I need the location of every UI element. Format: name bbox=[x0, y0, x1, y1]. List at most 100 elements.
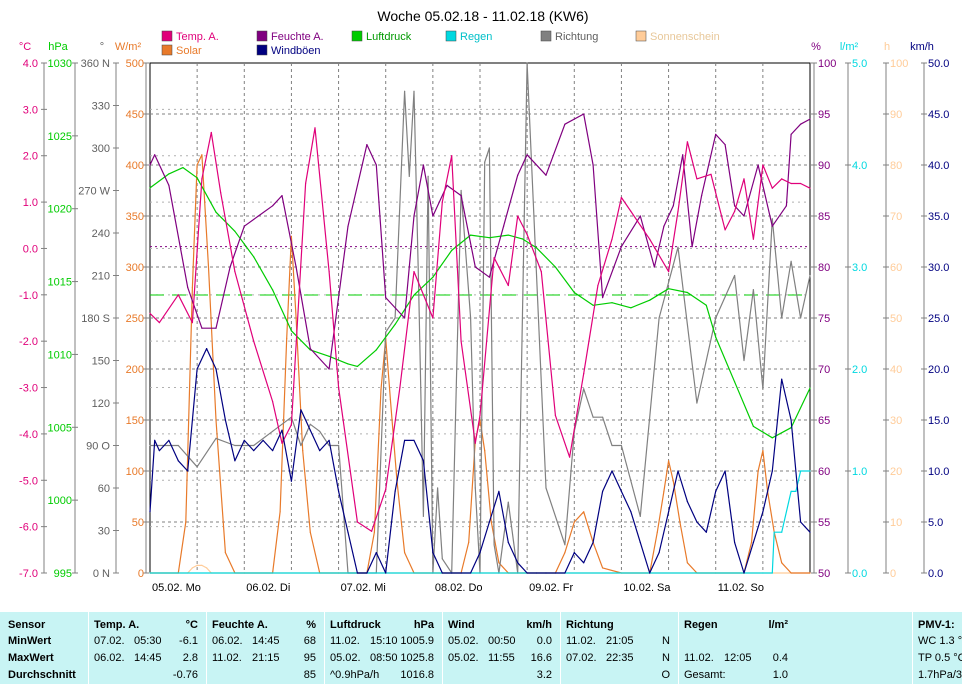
humidity-tick-label: 60 bbox=[818, 466, 830, 478]
column-separator bbox=[88, 612, 89, 684]
data-point bbox=[649, 572, 651, 574]
wind-tick-label: 30.0 bbox=[928, 262, 949, 274]
data-point bbox=[182, 167, 184, 169]
data-point bbox=[705, 531, 707, 533]
data-point bbox=[790, 490, 792, 492]
data-point bbox=[507, 541, 509, 544]
legend-label: Windböen bbox=[271, 45, 321, 57]
cell-value: 16.6 bbox=[530, 652, 552, 664]
data-point bbox=[446, 184, 448, 186]
data-point bbox=[375, 349, 377, 351]
data-point bbox=[158, 322, 160, 324]
cell-date: 07.02. bbox=[94, 635, 125, 647]
data-point bbox=[295, 266, 297, 268]
legend-label: Regen bbox=[460, 31, 492, 43]
data-point bbox=[347, 225, 349, 227]
cell-value: 68 bbox=[303, 635, 316, 647]
data-point bbox=[658, 552, 660, 554]
data-point bbox=[149, 511, 151, 513]
cell-date: 05.02. bbox=[448, 652, 479, 664]
wind-tick-label: 25.0 bbox=[928, 313, 949, 325]
cell-value: 2.8 bbox=[182, 652, 198, 664]
pressure-tick-label: 995 bbox=[54, 568, 72, 580]
table-cell: 1.7hPa/3 bbox=[918, 669, 962, 681]
data-point bbox=[154, 154, 156, 156]
solar-tick-label: 150 bbox=[126, 415, 144, 427]
data-point bbox=[507, 234, 509, 236]
data-point bbox=[290, 235, 292, 237]
data-point bbox=[149, 164, 151, 166]
sunshine-unit-label: h bbox=[884, 41, 890, 53]
weather-chart: Woche 05.02.18 - 11.02.18 (KW6) Temp. A.… bbox=[19, 8, 950, 594]
x-tick-label: 05.02. Mo bbox=[152, 582, 201, 594]
rain-tick-label: 5.0 bbox=[852, 58, 867, 70]
solar-tick-label: 300 bbox=[126, 262, 144, 274]
data-point bbox=[583, 113, 585, 115]
data-point bbox=[686, 562, 689, 564]
data-point bbox=[309, 429, 311, 431]
table-cell: TP 0.5 °C bbox=[918, 652, 962, 664]
data-point bbox=[771, 187, 773, 189]
pressure-tick-label: 1025 bbox=[48, 131, 72, 143]
data-point bbox=[554, 266, 557, 268]
data-point bbox=[300, 409, 302, 411]
data-point bbox=[724, 144, 726, 146]
data-point bbox=[724, 470, 726, 472]
data-point bbox=[809, 387, 811, 389]
data-point bbox=[328, 355, 330, 357]
cell-time: 21:15 bbox=[252, 652, 280, 664]
data-point bbox=[597, 284, 599, 287]
cell-time: 00:50 bbox=[488, 635, 516, 647]
data-point bbox=[408, 175, 410, 177]
data-point bbox=[658, 317, 660, 319]
cell-value: O bbox=[661, 669, 670, 681]
data-point bbox=[686, 291, 689, 294]
cell-value: -6.1 bbox=[179, 635, 198, 647]
direction-tick-label: 330 bbox=[92, 101, 110, 113]
data-point bbox=[441, 201, 443, 203]
cell-date: 11.02. bbox=[330, 635, 360, 647]
temp-tick-label: -5.0 bbox=[19, 475, 38, 487]
data-point bbox=[602, 297, 604, 299]
legend-swatch bbox=[161, 30, 173, 42]
wind-tick-label: 45.0 bbox=[928, 109, 949, 121]
series-line bbox=[149, 348, 811, 574]
legend-swatch bbox=[351, 30, 363, 42]
data-point bbox=[545, 572, 547, 574]
data-point bbox=[517, 174, 519, 176]
data-point bbox=[564, 552, 566, 554]
column-separator bbox=[560, 612, 561, 684]
data-point bbox=[474, 442, 476, 444]
data-point bbox=[427, 175, 429, 177]
wind-tick-label: 40.0 bbox=[928, 160, 949, 172]
data-point bbox=[536, 247, 538, 249]
data-point bbox=[488, 521, 490, 523]
data-point bbox=[809, 470, 811, 472]
data-point bbox=[734, 541, 736, 544]
data-point bbox=[149, 187, 151, 189]
data-point bbox=[474, 487, 476, 489]
data-point bbox=[201, 564, 203, 567]
data-point bbox=[196, 177, 198, 179]
data-point bbox=[620, 246, 623, 248]
data-point bbox=[328, 439, 330, 441]
data-point bbox=[526, 154, 528, 156]
sunshine-tick-label: 30 bbox=[890, 415, 902, 427]
data-point bbox=[441, 558, 443, 560]
data-point bbox=[752, 238, 755, 240]
data-point bbox=[191, 567, 193, 569]
data-point bbox=[300, 444, 302, 447]
data-point bbox=[279, 511, 281, 513]
data-point bbox=[371, 530, 373, 532]
data-point bbox=[564, 572, 566, 574]
data-point bbox=[743, 178, 745, 180]
data-point bbox=[757, 164, 759, 166]
sunshine-tick-label: 80 bbox=[890, 160, 902, 172]
data-point bbox=[257, 215, 259, 217]
data-point bbox=[611, 444, 613, 447]
data-point bbox=[290, 424, 292, 426]
legend-label: Solar bbox=[176, 45, 202, 57]
data-point bbox=[592, 164, 594, 166]
data-point bbox=[715, 336, 717, 338]
data-point bbox=[715, 317, 717, 319]
